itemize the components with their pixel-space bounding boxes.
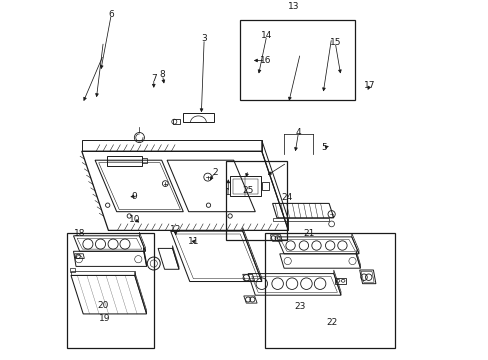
Text: 20: 20	[98, 301, 109, 310]
Text: 1: 1	[225, 188, 231, 197]
Text: 14: 14	[261, 31, 272, 40]
Text: 18: 18	[74, 229, 85, 238]
Text: 6: 6	[108, 10, 114, 19]
Bar	[265, 233, 394, 348]
Text: 9: 9	[132, 192, 137, 201]
Text: 11: 11	[187, 238, 199, 247]
Bar	[240, 20, 355, 100]
Text: 13: 13	[288, 2, 299, 11]
Text: 3: 3	[201, 35, 206, 44]
Text: 2: 2	[212, 168, 217, 177]
Text: 23: 23	[294, 302, 305, 311]
Text: 5: 5	[320, 143, 326, 152]
Text: 12: 12	[169, 225, 181, 234]
Text: 10: 10	[129, 215, 140, 224]
Text: 19: 19	[99, 314, 110, 323]
Text: 15: 15	[329, 38, 340, 47]
Bar	[225, 161, 286, 240]
Text: 17: 17	[363, 81, 375, 90]
Text: 24: 24	[281, 193, 292, 202]
Text: 8: 8	[159, 71, 165, 80]
Text: 22: 22	[325, 318, 337, 327]
Text: 4: 4	[295, 128, 301, 137]
Bar	[67, 233, 153, 348]
Text: 25: 25	[242, 186, 253, 195]
Text: 21: 21	[302, 229, 314, 238]
Text: 7: 7	[151, 74, 156, 83]
Text: 16: 16	[259, 56, 270, 65]
